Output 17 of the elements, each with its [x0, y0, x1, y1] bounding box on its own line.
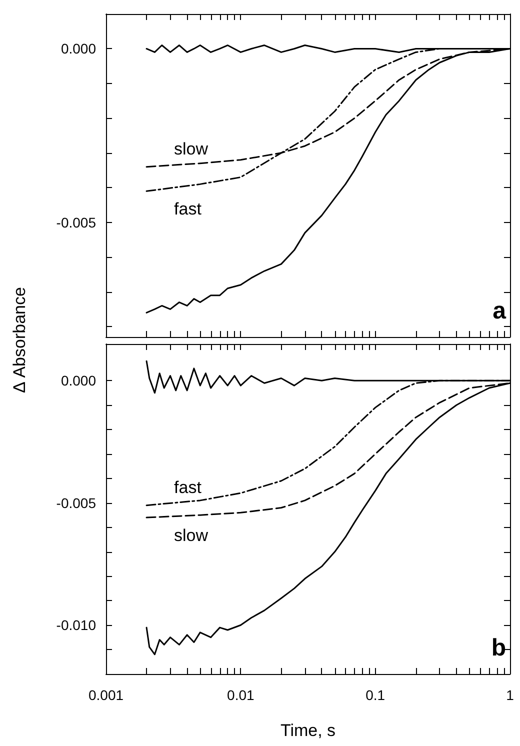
- y-axis-title: Δ Absorbance: [10, 287, 30, 393]
- annotation: a: [492, 298, 507, 324]
- x-axis-title: Time, s: [280, 721, 336, 740]
- series-label: fast: [174, 200, 202, 219]
- x-tick-label: 1: [506, 687, 514, 703]
- x-tick-label: 0.001: [88, 687, 124, 703]
- series-label: fast: [174, 478, 202, 497]
- annotation: b: [491, 634, 506, 662]
- series-label: slow: [174, 139, 209, 158]
- x-tick-label: 0.1: [366, 687, 386, 703]
- y-tick-label: 0.000: [60, 372, 96, 389]
- y-tick-label: -0.005: [56, 214, 96, 230]
- y-tick-label: -0.010: [56, 617, 96, 634]
- y-tick-label: -0.005: [56, 494, 96, 511]
- x-tick-label: 0.01: [227, 687, 255, 703]
- series-label: slow: [174, 526, 209, 546]
- y-tick-label: 0.000: [60, 40, 96, 57]
